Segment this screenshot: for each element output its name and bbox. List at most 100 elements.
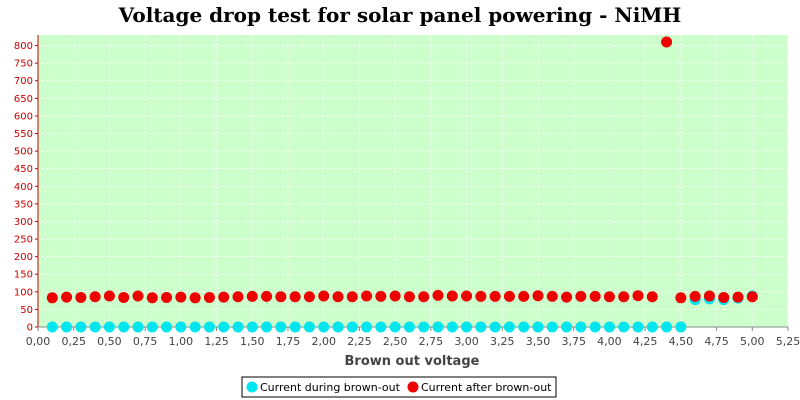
point-series-2 xyxy=(646,291,658,303)
x-tick-label: 1,00 xyxy=(169,335,194,348)
point-series-1 xyxy=(275,321,287,333)
point-series-2 xyxy=(446,290,458,302)
point-series-1 xyxy=(632,321,644,333)
point-series-2 xyxy=(489,290,501,302)
point-series-1 xyxy=(303,321,315,333)
point-series-2 xyxy=(675,292,687,304)
y-tick-label: 450 xyxy=(14,164,33,175)
point-series-2 xyxy=(618,291,630,303)
y-tick-label: 350 xyxy=(14,199,33,210)
x-tick-label: 3,25 xyxy=(490,335,515,348)
point-series-1 xyxy=(289,321,301,333)
point-series-1 xyxy=(246,321,258,333)
x-tick-label: 1,50 xyxy=(240,335,265,348)
x-tick-label: 0,00 xyxy=(26,335,51,348)
x-tick-label: 3,00 xyxy=(454,335,479,348)
point-series-2 xyxy=(189,292,201,304)
point-series-2 xyxy=(475,290,487,302)
point-series-1 xyxy=(503,321,515,333)
legend-label-series-2: Current after brown-out xyxy=(421,381,552,394)
y-tick-label: 650 xyxy=(14,94,33,105)
point-series-2 xyxy=(589,290,601,302)
legend-marker-series-2 xyxy=(407,381,419,393)
legend-label-series-1: Current during brown-out xyxy=(260,381,401,394)
point-series-2 xyxy=(518,290,530,302)
x-tick-label: 4,75 xyxy=(704,335,729,348)
point-series-2 xyxy=(146,292,158,304)
point-series-2 xyxy=(118,291,130,303)
point-series-2 xyxy=(289,291,301,303)
point-series-2 xyxy=(61,291,73,303)
point-series-2 xyxy=(46,292,58,304)
point-series-1 xyxy=(675,321,687,333)
point-series-1 xyxy=(203,321,215,333)
point-series-1 xyxy=(261,321,273,333)
point-series-2 xyxy=(461,290,473,302)
x-tick-label: 2,00 xyxy=(311,335,336,348)
point-series-2 xyxy=(275,291,287,303)
point-series-2 xyxy=(161,291,173,303)
point-series-2 xyxy=(746,291,758,303)
y-tick-label: 750 xyxy=(14,59,33,70)
point-series-2 xyxy=(332,291,344,303)
data-points xyxy=(46,36,758,333)
point-series-1 xyxy=(46,321,58,333)
point-series-1 xyxy=(332,321,344,333)
point-series-1 xyxy=(646,321,658,333)
point-series-2 xyxy=(575,290,587,302)
point-series-2 xyxy=(703,290,715,302)
y-tick-label: 0 xyxy=(27,323,33,334)
point-series-2 xyxy=(203,291,215,303)
y-tick-label: 250 xyxy=(14,235,33,246)
point-series-2 xyxy=(389,290,401,302)
x-tick-label: 4,00 xyxy=(597,335,622,348)
y-tick-label: 200 xyxy=(14,252,33,263)
point-series-1 xyxy=(218,321,230,333)
point-series-2 xyxy=(89,291,101,303)
point-series-1 xyxy=(232,321,244,333)
point-series-1 xyxy=(618,321,630,333)
x-tick-label: 2,25 xyxy=(347,335,372,348)
x-tick-label: 0,25 xyxy=(61,335,86,348)
point-series-1 xyxy=(446,321,458,333)
y-tick-label: 600 xyxy=(14,111,33,122)
plot-area xyxy=(38,35,788,327)
point-series-2 xyxy=(403,291,415,303)
point-series-1 xyxy=(603,321,615,333)
point-series-1 xyxy=(175,321,187,333)
point-series-1 xyxy=(546,321,558,333)
legend: Current during brown-out Current after b… xyxy=(241,376,557,398)
point-series-1 xyxy=(532,321,544,333)
point-series-2 xyxy=(132,290,144,302)
point-series-2 xyxy=(532,290,544,302)
point-series-2 xyxy=(632,290,644,302)
point-series-2 xyxy=(732,291,744,303)
point-series-2 xyxy=(246,290,258,302)
point-series-1 xyxy=(475,321,487,333)
point-series-2 xyxy=(561,291,573,303)
point-series-1 xyxy=(118,321,130,333)
point-series-2 xyxy=(75,291,87,303)
x-tick-label: 5,00 xyxy=(740,335,765,348)
point-series-2 xyxy=(261,290,273,302)
x-tick-label: 4,25 xyxy=(633,335,658,348)
x-tick-label: 4,50 xyxy=(669,335,694,348)
point-series-2 xyxy=(718,291,730,303)
point-series-2 xyxy=(689,290,701,302)
point-series-1 xyxy=(189,321,201,333)
legend-box xyxy=(241,376,557,398)
y-ticks: 0 50 100 150 200 250 300 350 400 450 500 550 600 650 7… xyxy=(14,41,38,334)
x-ticks: 0,00 0,25 0,50 0,75 1,00 1,25 1,50 1,75 2,00 2,25… xyxy=(26,327,800,348)
y-tick-label: 500 xyxy=(14,147,33,158)
point-series-2 xyxy=(232,291,244,303)
point-series-1 xyxy=(375,321,387,333)
point-series-1 xyxy=(489,321,501,333)
chart-title: Voltage drop test for solar panel poweri… xyxy=(118,3,682,27)
point-series-2 xyxy=(418,291,430,303)
point-series-1 xyxy=(132,321,144,333)
point-series-1 xyxy=(589,321,601,333)
point-series-1 xyxy=(389,321,401,333)
point-series-1 xyxy=(418,321,430,333)
point-series-1 xyxy=(75,321,87,333)
